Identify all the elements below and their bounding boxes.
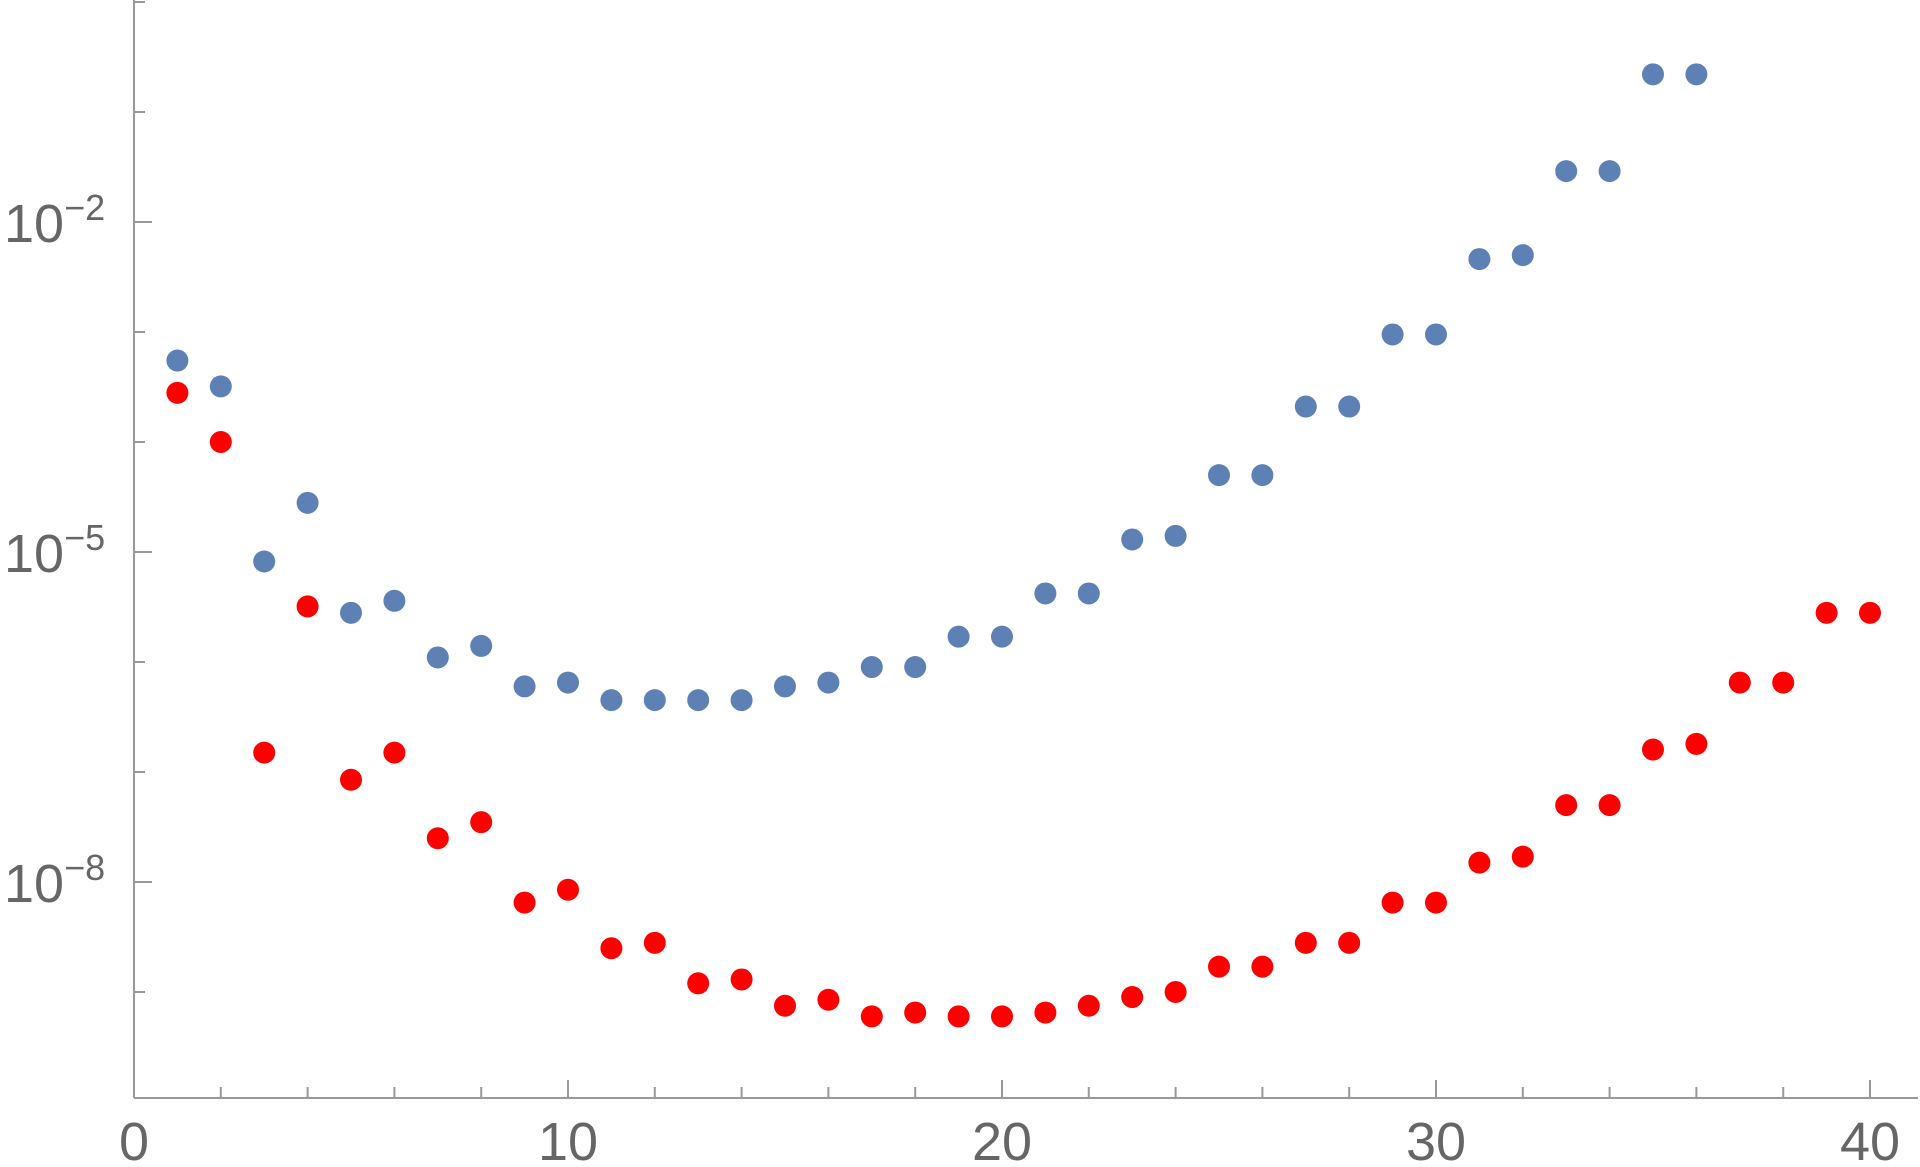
data-point	[1164, 981, 1187, 1003]
data-point	[209, 431, 232, 453]
data-point	[991, 625, 1013, 648]
x-tick-labels: 0 10 20 30 40	[119, 1112, 1900, 1167]
data-point	[166, 381, 189, 404]
data-point	[1251, 464, 1274, 487]
data-point	[209, 375, 232, 398]
data-point	[557, 671, 579, 694]
data-point	[1511, 845, 1534, 868]
data-point	[426, 646, 449, 669]
data-point	[1381, 891, 1404, 914]
data-point	[1772, 671, 1795, 694]
data-point	[1338, 395, 1361, 418]
data-point	[1685, 732, 1708, 755]
data-point	[600, 689, 623, 712]
x-tick-label: 20	[972, 1112, 1032, 1167]
data-point	[1077, 582, 1100, 605]
data-point	[1164, 524, 1187, 547]
axes	[133, 0, 1918, 1099]
data-point	[774, 675, 796, 698]
data-point	[253, 741, 276, 764]
data-point	[1121, 986, 1144, 1009]
data-point	[1511, 244, 1534, 267]
data-point	[1077, 994, 1100, 1017]
x-tick-label: 40	[1840, 1112, 1900, 1167]
y-tick-labels: 10−2 10−5 10−8	[4, 187, 105, 914]
data-point	[1598, 794, 1621, 817]
y-tick-label: 10−8	[4, 847, 105, 914]
data-point	[296, 595, 319, 618]
x-tick-label: 10	[538, 1112, 598, 1167]
data-point	[687, 689, 710, 712]
data-point	[730, 968, 753, 991]
data-points	[166, 63, 1881, 1028]
data-point	[1381, 323, 1404, 346]
data-point	[513, 675, 536, 698]
data-point	[253, 550, 276, 573]
data-point	[817, 671, 840, 694]
y-tick-label: 10−5	[4, 517, 105, 584]
data-point	[687, 972, 710, 995]
data-point	[1294, 395, 1317, 418]
data-point	[513, 891, 536, 914]
data-point	[947, 625, 970, 648]
data-point	[383, 589, 406, 612]
data-point	[643, 689, 666, 712]
data-point	[470, 634, 493, 657]
data-point	[1208, 464, 1230, 487]
data-point	[383, 741, 406, 764]
data-point	[1034, 1001, 1057, 1024]
data-point	[1034, 582, 1057, 605]
data-point	[860, 1005, 883, 1028]
data-point	[1425, 891, 1447, 914]
data-point	[1815, 601, 1838, 624]
data-point	[860, 656, 883, 679]
data-point	[600, 937, 623, 960]
data-point	[1251, 955, 1274, 978]
data-point	[340, 768, 362, 791]
data-point	[1555, 160, 1578, 183]
data-point	[817, 988, 840, 1011]
x-tick-label: 30	[1406, 1112, 1466, 1167]
series-1	[166, 63, 1708, 712]
data-point	[730, 689, 753, 712]
data-point	[166, 349, 189, 372]
data-point	[1555, 794, 1578, 817]
data-point	[1859, 601, 1881, 624]
data-point	[1598, 160, 1621, 183]
data-point	[1294, 931, 1317, 954]
data-point	[340, 601, 362, 624]
data-point	[1728, 671, 1751, 694]
data-point	[643, 931, 666, 954]
data-point	[557, 878, 579, 901]
data-point	[904, 656, 927, 679]
x-tick-label: 0	[119, 1112, 149, 1167]
data-point	[1642, 63, 1664, 86]
data-point	[296, 491, 319, 514]
data-point	[1338, 931, 1361, 954]
data-point	[991, 1005, 1013, 1028]
data-point	[947, 1005, 970, 1028]
data-point	[904, 1001, 927, 1024]
y-tick-label: 10−2	[4, 187, 105, 254]
data-point	[1685, 63, 1708, 86]
data-point	[1468, 851, 1491, 874]
data-point	[1121, 528, 1144, 551]
series-2	[166, 381, 1881, 1028]
data-point	[1208, 955, 1230, 978]
data-point	[426, 827, 449, 850]
data-point	[774, 994, 796, 1017]
data-point	[1468, 248, 1491, 271]
data-point	[1642, 738, 1664, 761]
data-point	[470, 811, 493, 834]
data-point	[1425, 323, 1447, 346]
